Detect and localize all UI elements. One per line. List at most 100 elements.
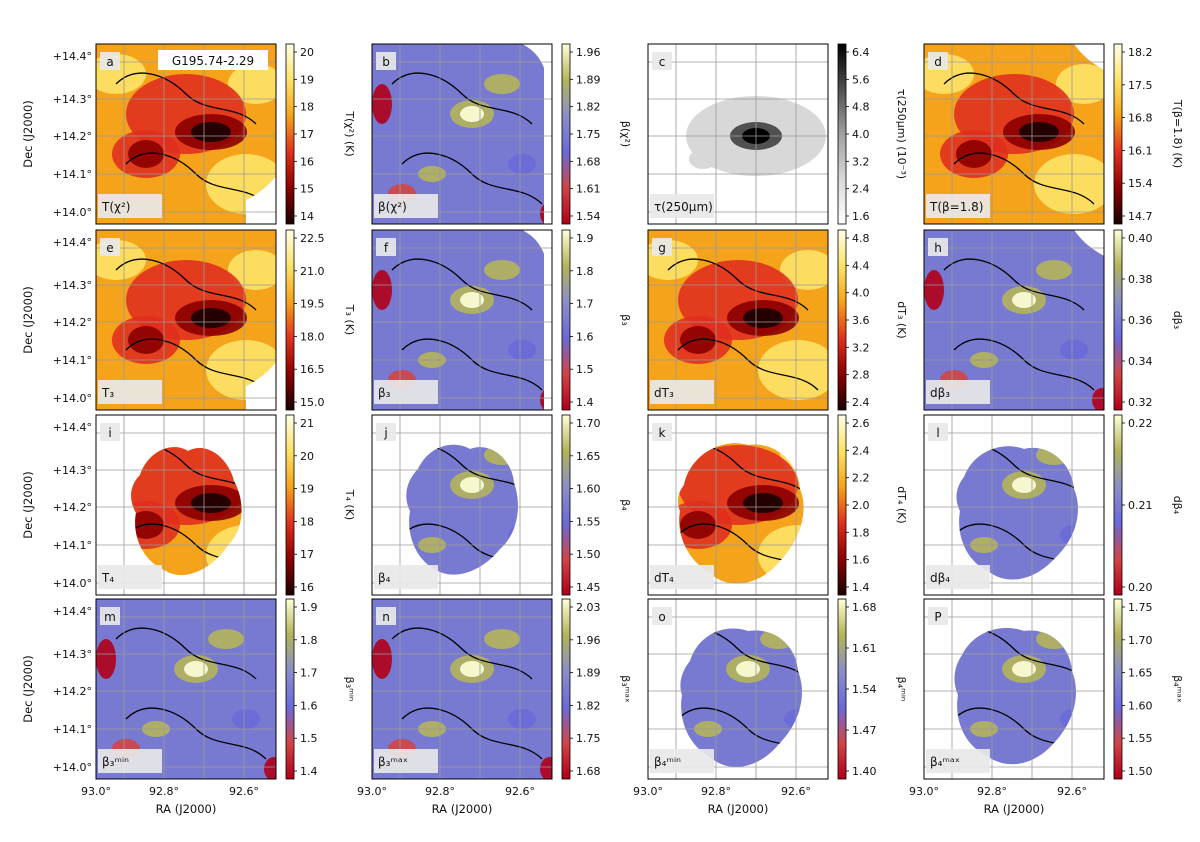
colorbar: 18.2 17.5 16.8 16.1 15.4 14.7 T(β=1.8) (K) [1113,43,1184,225]
colorbar-tick-label: 1.82 [576,699,601,712]
panel-frame [647,229,829,411]
colorbar-tick-label: 4.0 [852,128,870,141]
panel-letter: l [936,426,939,440]
panel-grid: a T(χ²) G195.74-2.29 20 19 18 17 16 15 14 T(χ²) (K… [21,43,1184,816]
colorbar-tick-label: 0.21 [1128,499,1153,512]
colorbar-tick-label: 1.54 [576,210,601,223]
contour-line [956,446,1078,496]
colorbar-label: T(χ²) (K) [343,110,356,156]
panel-label: T(β=1.8) [929,200,984,214]
panel-letter: j [383,426,387,440]
colorbar-tick-label: 3.6 [852,314,870,327]
colorbar-tick-label: 3.2 [852,341,870,354]
colorbar-tick-label: 1.6 [300,699,318,712]
colorbar-tick-label: 17 [300,128,314,141]
colorbar: 0.40 0.38 0.36 0.34 0.32 dβ₃ [1113,229,1184,411]
panel-h: h dβ₃ 0.40 0.38 0.36 0.34 0.32 dβ₃ [923,229,1184,411]
colorbar-tick-label: 1.65 [1128,667,1153,680]
x-tick-label: 92.8° [701,785,731,798]
colorbar-tick-label: 2.6 [852,417,870,430]
colorbar-tick-label: 1.4 [576,396,594,409]
y-tick-label: +14.1° [53,539,92,552]
x-tick-label: 93.0° [357,785,387,798]
colorbar: 6.4 5.6 4.8 4.0 3.2 2.4 1.6 τ(250μm) (10⁻³) [837,43,908,225]
colorbar-tick-label: 4.4 [852,259,870,272]
panel-label: β₄ᵐⁱⁿ [654,755,681,769]
colorbar-tick-label: 1.4 [852,581,870,594]
colorbar-label: β₃ [619,314,632,325]
colorbar-tick-label: 1.9 [576,232,594,245]
colorbar: 4.8 4.4 4.0 3.6 3.2 2.8 2.4 dT₃ (K) [837,229,908,411]
colorbar-tick-label: 1.45 [576,581,601,594]
panel-label: β₃ᵐᵃˣ [378,755,408,769]
colorbar-tick-label: 22.5 [300,232,325,245]
x-axis-label: RA (J2000) [432,802,493,816]
panel-b: b β(χ²) 1.96 1.89 1.82 1.75 1.68 1.61 1.54 β(χ²) [371,43,632,225]
colorbar: 0.22 0.21 0.20 dβ₄ [1113,414,1184,596]
y-axis-label: Dec (J2000) [21,655,35,723]
colorbar-tick-label: 18.0 [300,330,325,343]
contour-line [406,444,518,496]
colorbar-tick-label: 0.36 [1128,314,1153,327]
colorbar: 1.9 1.8 1.7 1.6 1.5 1.4 β₃ᵐⁱⁿ [285,598,356,780]
y-tick-label: +14.3° [53,279,92,292]
colorbar-tick-label: 15.0 [300,396,325,409]
colorbar-tick-label: 1.50 [576,548,601,561]
x-tick-label: 92.8° [149,785,179,798]
colorbar-tick-label: 6.4 [852,46,870,59]
panel-label: β(χ²) [378,200,407,214]
y-tick-label: +14.1° [53,723,92,736]
panel-letter: c [659,55,666,69]
colorbar-tick-label: 1.65 [576,450,601,463]
colorbar-tick-label: 1.8 [852,526,870,539]
colorbar-tick-label: 3.2 [852,155,870,168]
colorbar-tick-label: 1.9 [300,601,318,614]
panel-letter: d [934,55,942,69]
panel-label: τ(250μm) [654,200,713,214]
grid-lines [96,599,276,779]
colorbar: 1.96 1.89 1.82 1.75 1.68 1.61 1.54 β(χ²) [561,43,632,225]
y-tick-label: +14.2° [53,316,92,329]
panel-frame [95,598,277,780]
y-tick-label: +14.0° [53,577,92,590]
colorbar-tick-label: 2.8 [852,369,870,382]
x-tick-label: 93.0° [633,785,663,798]
panel-letter: b [382,55,390,69]
colorbar: 2.6 2.4 2.2 2.0 1.8 1.6 1.4 dT₄ (K) [837,414,908,596]
colorbar-tick-label: 1.61 [852,642,877,655]
colorbar-tick-label: 1.7 [300,667,318,680]
colorbar-label: dT₃ (K) [895,301,908,338]
y-tick-label: +14.0° [53,761,92,774]
colorbar-tick-label: 18.2 [1128,46,1153,59]
colorbar-label: β₃ᵐⁱⁿ [343,677,356,702]
x-tick-label: 92.8° [977,785,1007,798]
colorbar-tick-label: 4.8 [852,101,870,114]
panel-l: l dβ₄ 0.22 0.21 0.20 dβ₄ [923,414,1184,596]
colorbar-tick-label: 2.03 [576,601,601,614]
grid-lines [648,599,828,779]
y-tick-label: +14.2° [53,685,92,698]
colorbar-label: T(β=1.8) (K) [1171,99,1184,168]
grid-lines [924,415,1104,595]
panel-frame [647,598,829,780]
contour-line [391,627,533,680]
colorbar-tick-label: 1.7 [576,298,594,311]
y-tick-label: +14.4° [53,50,92,63]
colorbar-tick-label: 18 [300,515,314,528]
panel-c: c τ(250μm) 6.4 5.6 4.8 4.0 3.2 2.4 1.6 τ(250μm) (… [647,43,908,225]
y-tick-label: +14.1° [53,168,92,181]
panel-letter: h [934,241,942,255]
panel-letter: o [658,610,665,624]
colorbar-label: dβ₃ [1171,311,1184,329]
colorbar-tick-label: 1.8 [300,634,318,647]
colorbar-tick-label: 19.5 [300,298,325,311]
colorbar-tick-label: 1.68 [576,155,601,168]
panel-frame [923,598,1105,780]
panel-frame [371,598,553,780]
colorbar-tick-label: 14.7 [1128,210,1153,223]
colorbar-tick-label: 4.8 [852,232,870,245]
colorbar-label: τ(250μm) (10⁻³) [895,89,908,179]
x-tick-label: 92.6° [781,785,811,798]
colorbar-tick-label: 14 [300,210,314,223]
